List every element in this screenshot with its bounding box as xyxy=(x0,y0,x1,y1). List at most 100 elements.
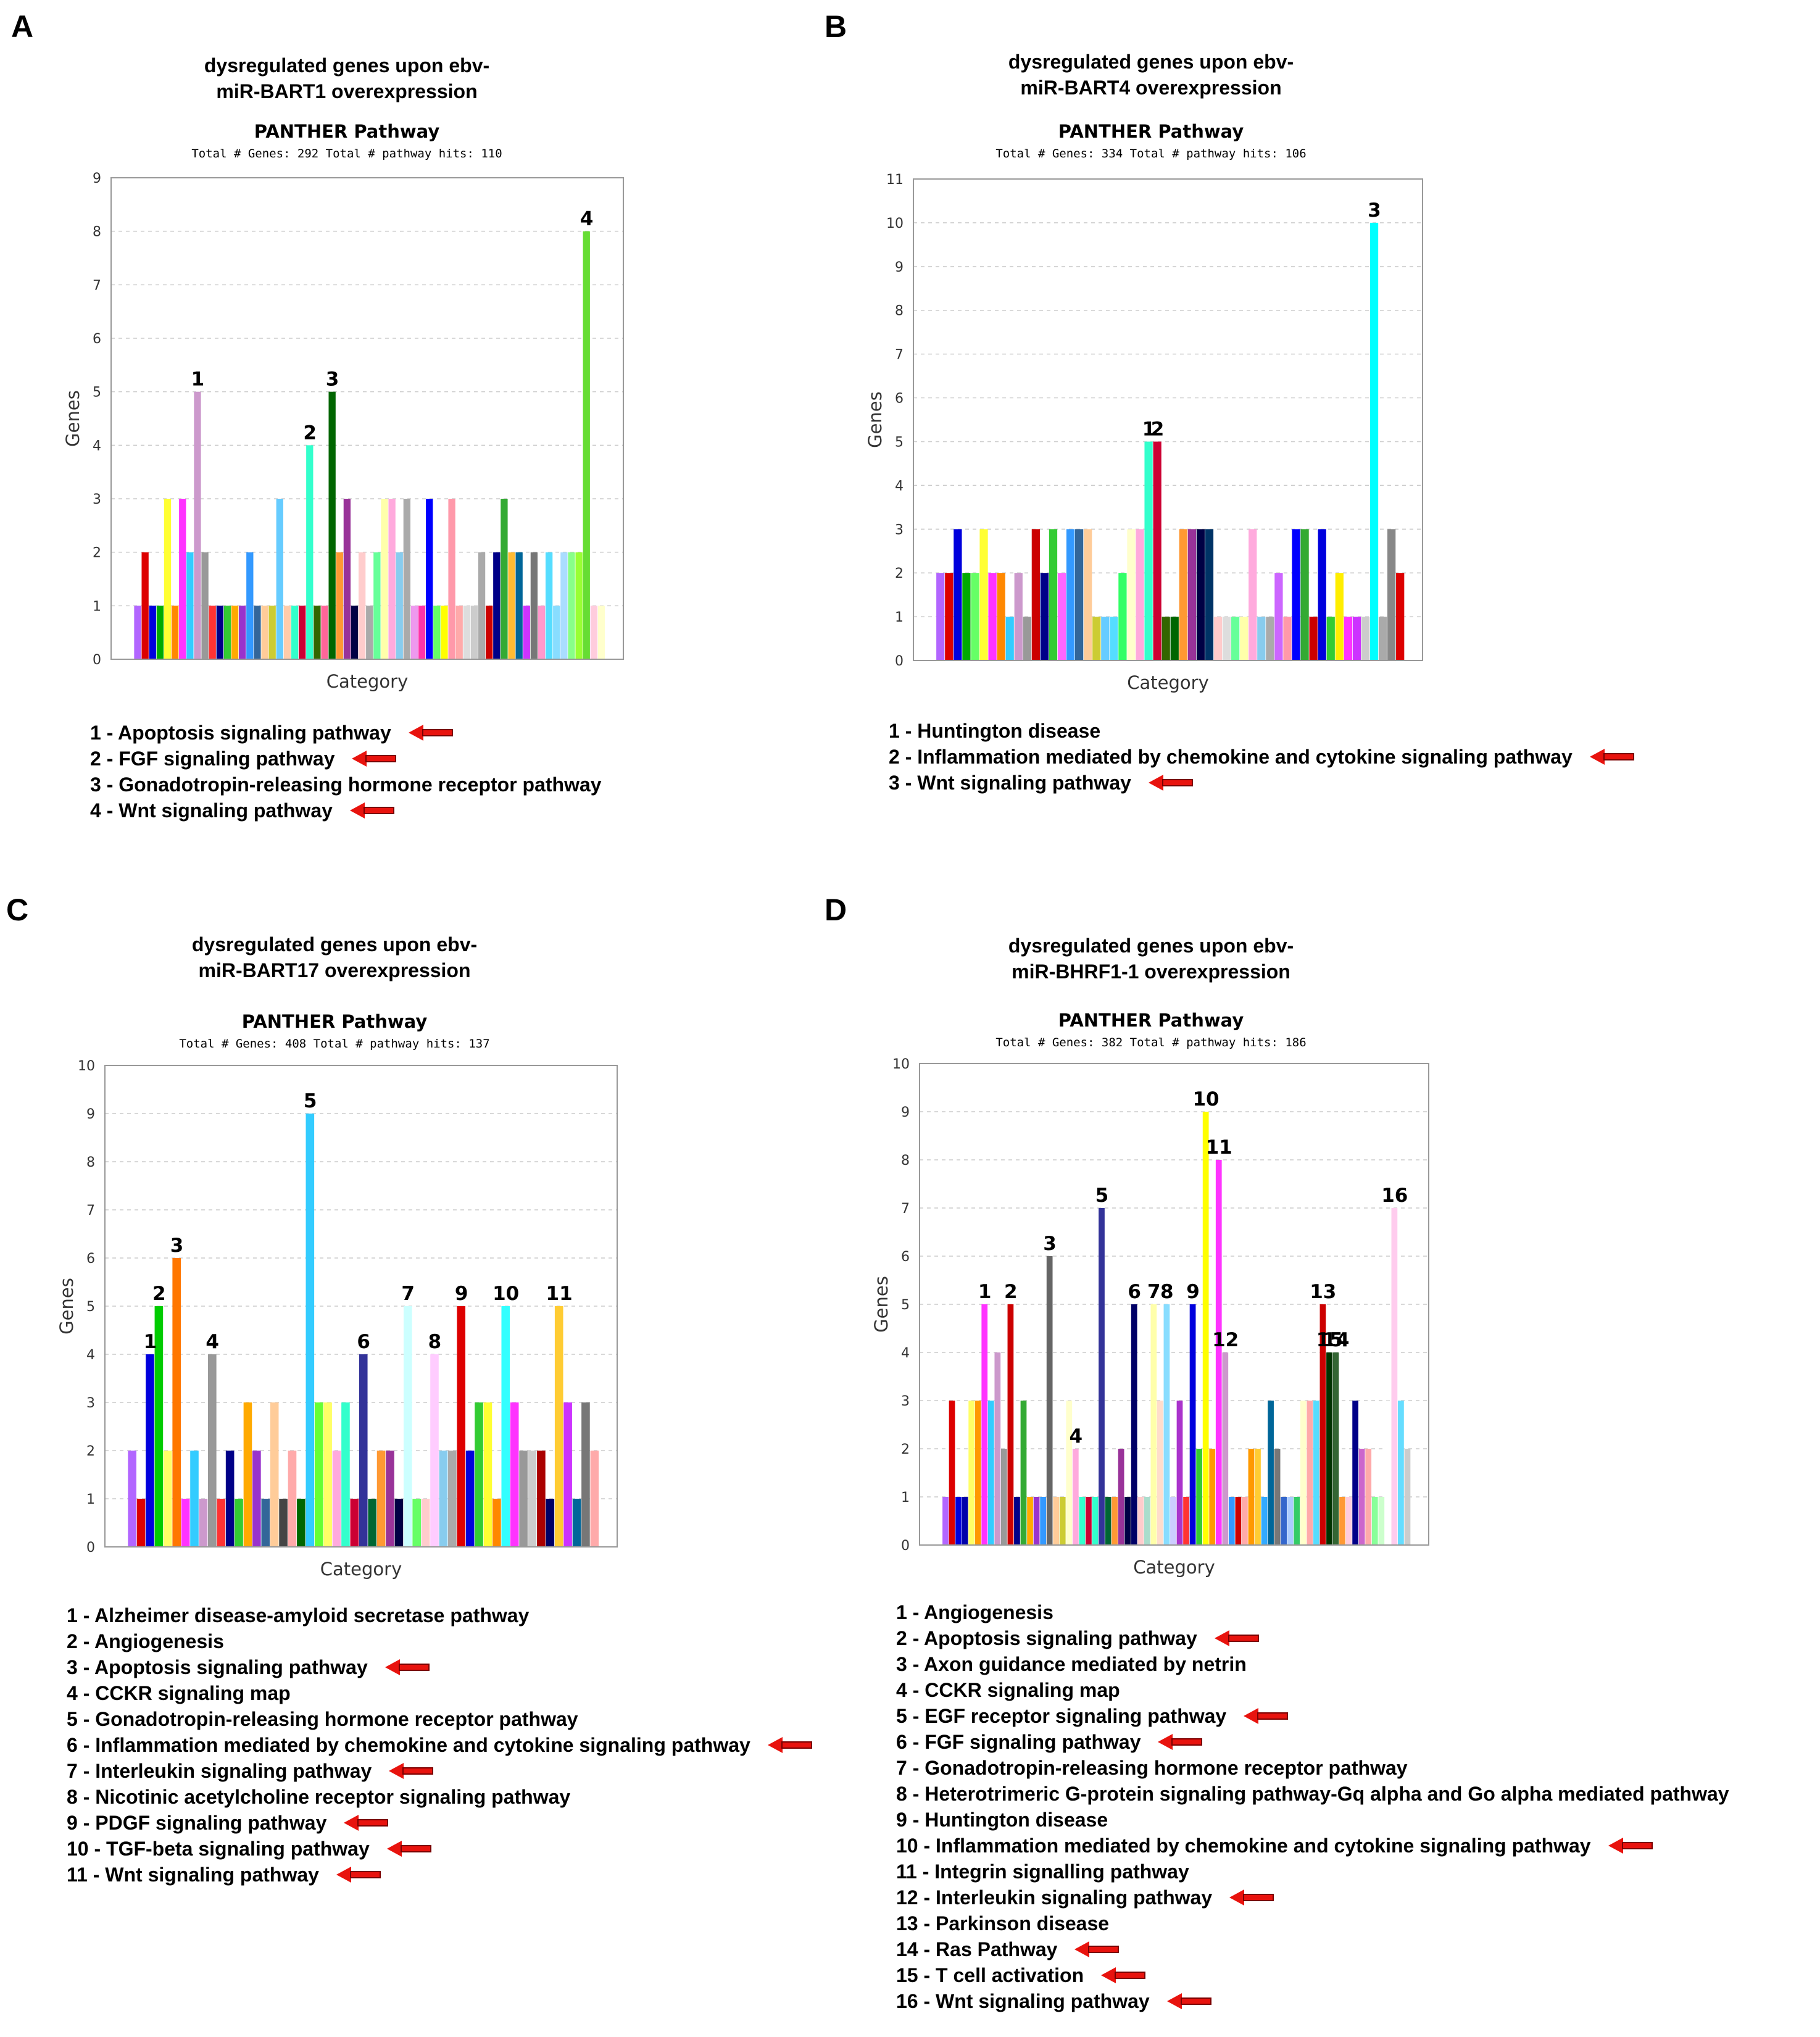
bar-annotation: 5 xyxy=(1095,1185,1109,1207)
bar xyxy=(1257,617,1266,660)
bar xyxy=(1205,529,1214,660)
bar xyxy=(1309,617,1318,660)
legend-item-text: 15 - T cell activation xyxy=(896,1964,1084,1986)
legend-item-text: 3 - Apoptosis signaling pathway xyxy=(67,1656,368,1678)
chart-d-title-line1: dysregulated genes upon ebv- xyxy=(1008,935,1294,957)
red-arrow-icon xyxy=(1244,1708,1289,1724)
y-tick-label: 7 xyxy=(86,1203,95,1218)
red-arrow-icon xyxy=(1148,775,1193,791)
y-tick-label: 4 xyxy=(86,1348,95,1363)
bar xyxy=(483,1402,492,1547)
legend-item: 6 - Inflammation mediated by chemokine a… xyxy=(67,1732,812,1758)
bar xyxy=(1179,529,1187,660)
legend-item: 13 - Parkinson disease xyxy=(896,1910,1729,1936)
bar xyxy=(1092,617,1101,660)
bar xyxy=(288,1451,297,1547)
bar xyxy=(186,552,194,659)
bar xyxy=(276,499,283,659)
bar xyxy=(1144,441,1153,660)
bar xyxy=(350,1499,359,1547)
legend-item: 2 - Apoptosis signaling pathway xyxy=(896,1625,1729,1651)
bar xyxy=(1110,617,1118,660)
bar-annotation: 2 xyxy=(152,1283,166,1305)
bar xyxy=(528,1451,537,1547)
legend-item-text: 8 - Heterotrimeric G-protein signaling p… xyxy=(896,1783,1729,1805)
bar xyxy=(1072,1449,1079,1545)
bar xyxy=(1274,1449,1281,1545)
y-tick-label: 6 xyxy=(895,391,904,407)
bar-annotation: 1 xyxy=(191,369,205,391)
bar xyxy=(988,573,997,660)
bar-annotation: 11 xyxy=(1206,1136,1232,1159)
bar-annotation: 15 xyxy=(1316,1329,1343,1351)
bar xyxy=(1040,573,1049,660)
y-tick-label: 10 xyxy=(78,1059,95,1074)
legend-a: 1 - Apoptosis signaling pathway 2 - FGF s… xyxy=(90,720,602,823)
legend-item: 3 - Wnt signaling pathway xyxy=(889,770,1634,796)
legend-item-text: 8 - Nicotinic acetylcholine receptor sig… xyxy=(67,1786,571,1808)
bar xyxy=(156,606,164,659)
bar xyxy=(1187,529,1196,660)
bar xyxy=(1352,617,1361,660)
bar xyxy=(1170,1497,1176,1545)
bar xyxy=(1378,617,1387,660)
legend-item: 2 - Angiogenesis xyxy=(67,1628,812,1654)
bar xyxy=(279,1499,288,1547)
bar-annotation: 11 xyxy=(546,1283,573,1305)
legend-item: 6 - FGF signaling pathway xyxy=(896,1729,1729,1755)
y-tick-label: 9 xyxy=(901,1105,910,1120)
legend-item: 7 - Gonadotropin-releasing hormone recep… xyxy=(896,1755,1729,1781)
bar xyxy=(1404,1449,1411,1545)
bar xyxy=(1101,617,1110,660)
bar xyxy=(590,606,598,659)
bar xyxy=(1153,441,1161,660)
y-tick-label: 6 xyxy=(86,1251,95,1267)
y-tick-label: 1 xyxy=(93,599,101,614)
y-tick-label: 8 xyxy=(93,225,101,240)
bar-annotation: 2 xyxy=(1004,1281,1018,1303)
chart-a-title-line2: miR-BART1 overexpression xyxy=(216,80,478,102)
bar xyxy=(1202,1112,1209,1545)
chart-b-subtitle: Total # Genes: 334 Total # pathway hits:… xyxy=(995,147,1307,160)
legend-item-text: 1 - Alzheimer disease-amyloid secretase … xyxy=(67,1604,530,1627)
bar xyxy=(403,1306,412,1547)
red-arrow-icon xyxy=(386,1841,431,1857)
red-arrow-icon xyxy=(352,751,397,767)
bar xyxy=(572,1499,581,1547)
bar xyxy=(396,552,403,659)
bar xyxy=(351,606,359,659)
bar xyxy=(1387,529,1396,660)
legend-item-text: 2 - Angiogenesis xyxy=(67,1630,224,1652)
bar xyxy=(261,1499,270,1547)
red-arrow-icon xyxy=(389,1763,434,1779)
bar xyxy=(418,606,426,659)
bar-annotation: 2 xyxy=(1151,418,1165,440)
bar xyxy=(1118,1449,1124,1545)
bar xyxy=(1131,1304,1137,1545)
bar xyxy=(1228,1497,1235,1545)
legend-item-text: 3 - Wnt signaling pathway xyxy=(889,772,1131,794)
legend-item: 5 - Gonadotropin-releasing hormone recep… xyxy=(67,1706,812,1732)
legend-item-text: 6 - FGF signaling pathway xyxy=(896,1731,1141,1753)
bar xyxy=(1170,617,1179,660)
bar xyxy=(448,499,455,659)
bar-annotation: 13 xyxy=(1310,1281,1336,1303)
bar xyxy=(1345,1497,1352,1545)
bar xyxy=(231,606,239,659)
chart-a-title-line1: dysregulated genes upon ebv- xyxy=(204,54,490,77)
bar xyxy=(537,1451,546,1547)
bar xyxy=(994,1352,1001,1545)
bar xyxy=(243,1402,252,1547)
bar xyxy=(942,1497,949,1545)
bar xyxy=(945,573,954,660)
bar xyxy=(239,606,246,659)
bar xyxy=(441,606,448,659)
bar xyxy=(1231,617,1240,660)
x-axis-label: Category xyxy=(326,671,408,692)
legend-item: 3 - Apoptosis signaling pathway xyxy=(67,1654,812,1680)
y-tick-label: 8 xyxy=(901,1153,910,1168)
y-tick-label: 0 xyxy=(86,1540,95,1556)
red-arrow-icon xyxy=(1589,749,1634,765)
bar xyxy=(433,606,441,659)
